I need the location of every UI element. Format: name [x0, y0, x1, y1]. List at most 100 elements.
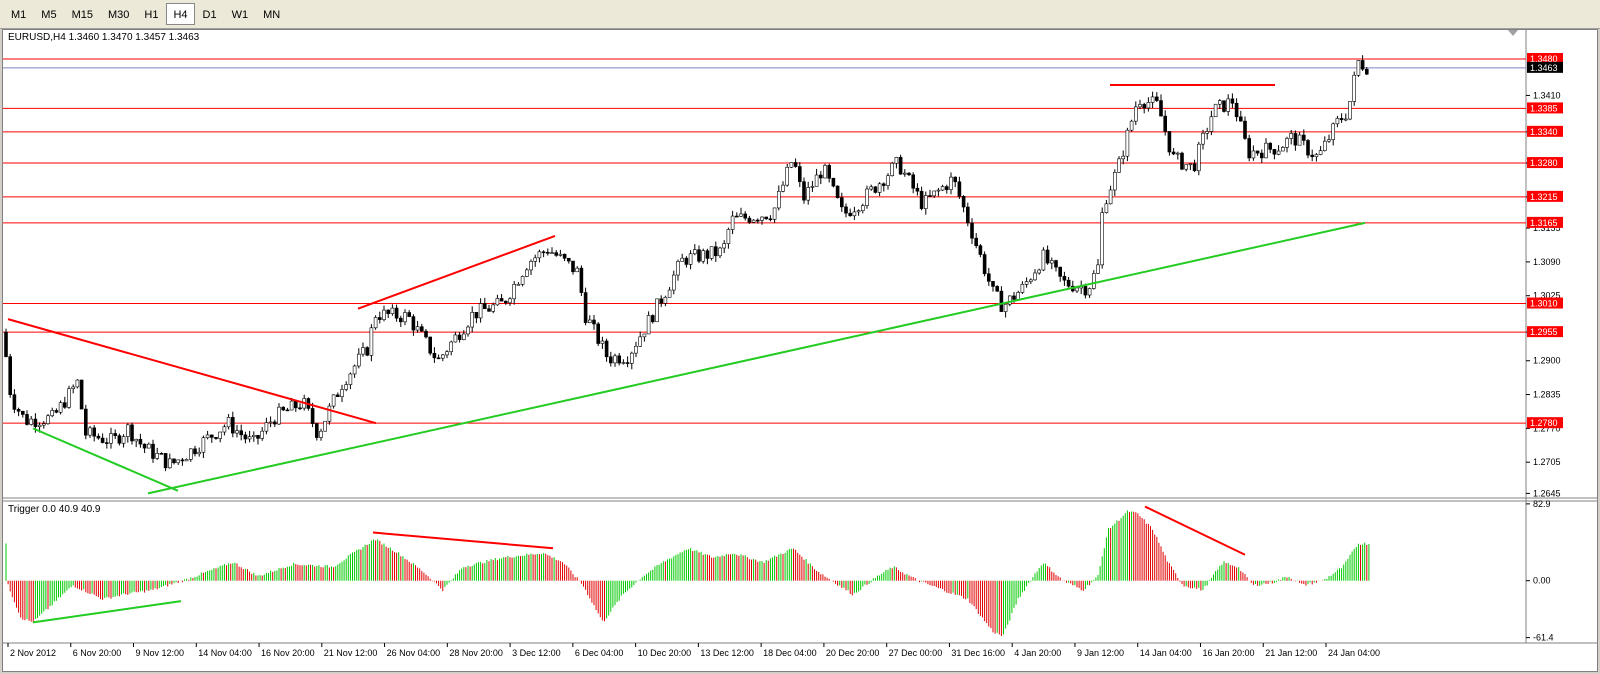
level-price-box: [1527, 157, 1563, 169]
indicator-green-trendline[interactable]: [32, 600, 182, 624]
indicator-tick-label: 82.9: [1533, 499, 1551, 509]
candle-body: [886, 175, 890, 186]
candle-body: [58, 402, 63, 413]
candle-body: [1142, 104, 1146, 109]
candle-body: [499, 298, 504, 302]
candle-body: [365, 347, 370, 356]
candle-body: [705, 250, 710, 259]
red-trendline[interactable]: [357, 234, 556, 310]
time-axis-label: 4 Jan 20:00: [1014, 648, 1061, 658]
candle-body: [377, 317, 382, 320]
candle-body: [579, 267, 584, 293]
candle-body: [373, 317, 378, 329]
candle-body: [88, 427, 92, 436]
candle-body: [571, 260, 575, 273]
candle-body: [1356, 60, 1361, 76]
candle-body: [1314, 154, 1319, 158]
chart-shift-icon[interactable]: [1508, 30, 1518, 36]
candle-body: [537, 251, 542, 259]
candle-body: [1272, 149, 1277, 155]
candle-body: [285, 409, 290, 412]
timeframe-tab-m15[interactable]: M15: [71, 9, 93, 21]
candle-body: [176, 459, 180, 464]
timeframe-tab-m5[interactable]: M5: [41, 9, 57, 21]
candle-body: [663, 296, 668, 304]
candle-body: [33, 418, 38, 427]
candle-body: [1050, 260, 1054, 264]
candle-body: [1260, 152, 1264, 159]
candle-body: [235, 430, 239, 434]
candle-body: [415, 326, 420, 331]
candle-body: [1167, 131, 1172, 153]
candle-body: [1310, 154, 1314, 158]
candle-body: [550, 252, 554, 254]
chart-canvas[interactable]: 1.3410 1.3340 1.3280 1.3215 1.3155 1.3090 1.30…: [3, 30, 1597, 671]
candle-body: [470, 312, 475, 328]
time-axis-label: 13 Dec 12:00: [700, 648, 754, 658]
current-price-label: 1.3463: [1530, 63, 1558, 73]
candle-body: [79, 379, 84, 410]
timeframe-tab-m1[interactable]: M1: [11, 9, 27, 21]
timeframe-tab-m30[interactable]: M30: [107, 9, 130, 21]
timeframe-tab-h4[interactable]: H4: [166, 3, 195, 25]
candle-body: [50, 410, 55, 417]
indicator-info: Trigger 0.0 40.9 40.9: [8, 504, 101, 515]
candle-body: [252, 434, 256, 437]
candle-body: [1041, 249, 1046, 271]
time-axis-label: 9 Nov 12:00: [136, 648, 185, 658]
candle-body: [1230, 98, 1235, 104]
candle-body: [1045, 249, 1050, 264]
candle-body: [928, 195, 932, 197]
candle-body: [692, 249, 697, 255]
green-trendline[interactable]: [32, 427, 179, 492]
candle-body: [344, 384, 349, 390]
timeframe-tab-w1[interactable]: W1: [231, 9, 249, 21]
candle-body: [46, 415, 50, 424]
level-price-label: 1.3215: [1530, 192, 1558, 202]
candle-body: [802, 181, 806, 201]
candle-body: [558, 253, 563, 256]
level-price-box: [1527, 125, 1563, 137]
time-axis-label: 3 Dec 12:00: [512, 648, 561, 658]
candle-body: [147, 443, 151, 449]
candle-body: [1058, 266, 1062, 277]
timeframe-tab-mn[interactable]: MN: [263, 9, 281, 21]
candle-body: [764, 216, 769, 220]
candle-body: [856, 210, 861, 213]
candle-body: [961, 196, 966, 208]
candle-body: [793, 162, 798, 167]
green-trendline[interactable]: [147, 221, 1366, 495]
candle-body: [205, 434, 210, 439]
time-axis-label: 2 Nov 2012: [10, 648, 56, 658]
indicator-red-trendline[interactable]: [372, 531, 554, 550]
candle-body: [604, 340, 609, 358]
candle-body: [772, 207, 777, 220]
candle-body: [919, 190, 924, 209]
candle-body: [965, 206, 970, 224]
candle-body: [138, 438, 143, 445]
red-trendline[interactable]: [7, 318, 377, 425]
indicator-red-trendline[interactable]: [1144, 505, 1246, 556]
candle-body: [1104, 203, 1109, 213]
candle-body: [915, 187, 920, 192]
chart-window[interactable]: 1.3410 1.3340 1.3280 1.3215 1.3155 1.3090 1.30…: [2, 29, 1598, 672]
candle-body: [1348, 101, 1352, 120]
candle-body: [995, 286, 1000, 292]
timeframe-tab-d1[interactable]: D1: [202, 9, 217, 21]
candle-body: [1201, 132, 1205, 145]
candle-body: [991, 281, 995, 287]
candle-body: [848, 212, 853, 217]
candle-body: [529, 261, 533, 271]
candle-body: [466, 326, 470, 335]
candle-body: [331, 394, 336, 407]
candle-body: [844, 206, 848, 214]
candle-body: [352, 365, 357, 375]
candle-body: [1092, 273, 1096, 289]
candle-body: [256, 434, 260, 439]
timeframe-tab-h1[interactable]: H1: [144, 9, 159, 21]
candle-body: [667, 289, 672, 298]
timeframe-tabs: M1 M5 M15 M30 H1 H4 D1 W1 MN: [4, 3, 288, 25]
candle-body: [797, 166, 802, 182]
candle-body: [1075, 287, 1079, 292]
candle-body: [1113, 172, 1117, 191]
